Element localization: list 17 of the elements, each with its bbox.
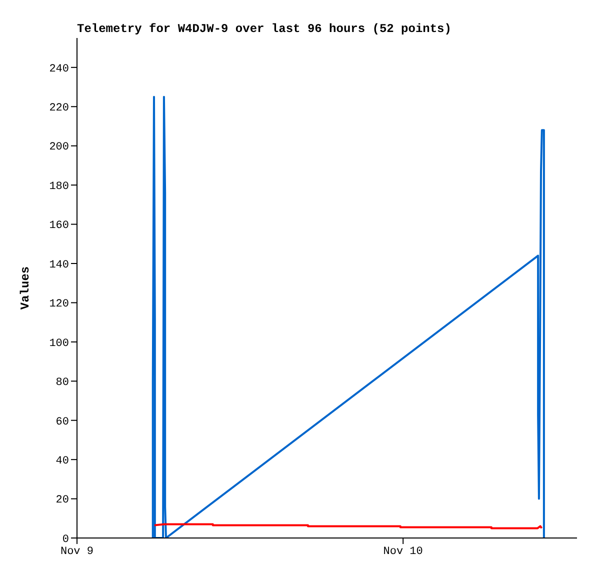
y-tick-label: 200 bbox=[49, 142, 69, 154]
y-tick-label: 120 bbox=[49, 298, 69, 311]
chart-title: Telemetry for W4DJW-9 over last 96 hours (52 points) bbox=[77, 22, 452, 36]
y-tick-label: 160 bbox=[49, 220, 69, 232]
y-tick-label: 20 bbox=[56, 494, 69, 507]
y-tick-label: 80 bbox=[56, 377, 69, 390]
x-tick-label: Nov 9 bbox=[60, 546, 94, 558]
y-tick-label: 40 bbox=[56, 455, 69, 468]
y-tick-label: 100 bbox=[49, 338, 69, 350]
y-tick-label: 180 bbox=[49, 180, 69, 193]
y-tick-label: 0 bbox=[62, 534, 69, 546]
y-tick-label: 140 bbox=[49, 259, 69, 272]
y-tick-label: 240 bbox=[49, 63, 69, 76]
y-axis-title: Values bbox=[18, 266, 32, 310]
x-tick-label: Nov 10 bbox=[383, 546, 423, 558]
y-tick-label: 60 bbox=[56, 416, 69, 428]
y-tick-label: 220 bbox=[49, 102, 69, 115]
